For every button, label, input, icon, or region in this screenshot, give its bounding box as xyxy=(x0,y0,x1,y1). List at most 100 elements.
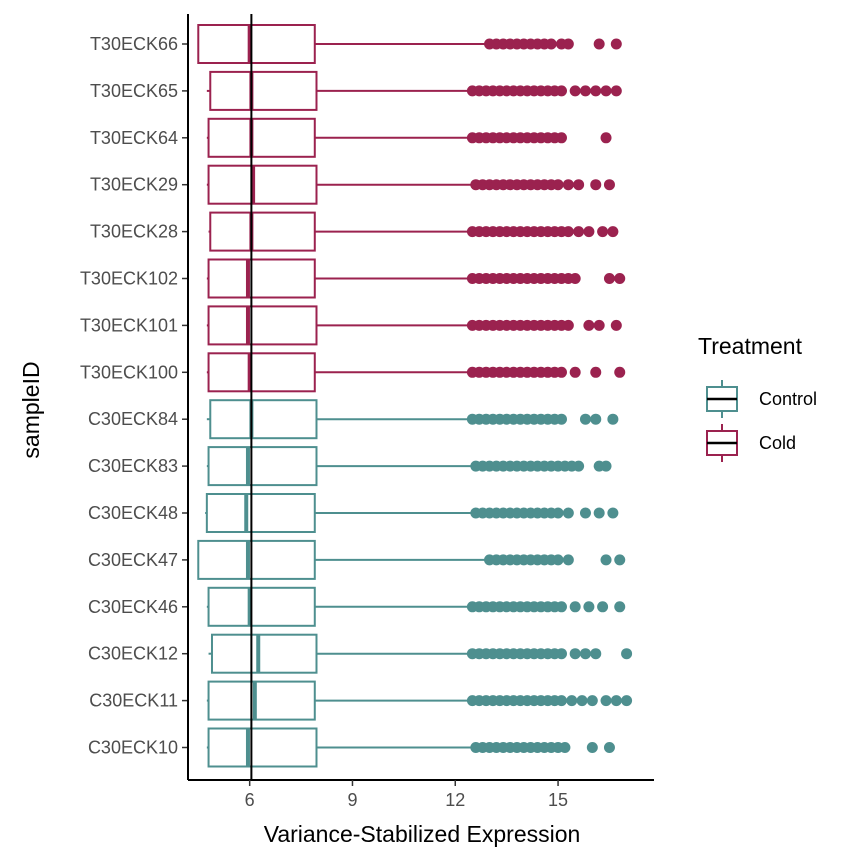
box-group xyxy=(206,727,615,768)
outlier-point xyxy=(590,413,602,425)
outlier-point xyxy=(569,366,581,378)
box-group xyxy=(206,399,619,440)
outlier-point xyxy=(593,319,605,331)
box xyxy=(207,680,316,721)
box-group xyxy=(206,70,622,111)
y-tick-label: C30ECK46 xyxy=(88,597,178,617)
outlier-point xyxy=(614,554,626,566)
legend-title: Treatment xyxy=(698,333,803,359)
y-tick-label: T30ECK66 xyxy=(90,34,178,54)
plot-area xyxy=(197,14,633,780)
y-tick-label: C30ECK84 xyxy=(88,409,178,429)
outlier-point xyxy=(573,179,585,191)
outlier-point xyxy=(600,85,612,97)
x-tick-label: 15 xyxy=(548,790,568,810)
y-tick-label: T30ECK100 xyxy=(80,362,178,382)
box-group xyxy=(206,586,626,627)
legend-label: Control xyxy=(759,389,817,409)
outlier-point xyxy=(579,648,591,660)
outlier-point xyxy=(614,366,626,378)
outlier-point xyxy=(597,601,609,613)
box-group xyxy=(206,680,633,721)
outlier-point xyxy=(614,601,626,613)
outlier-point xyxy=(566,695,578,707)
outlier-point xyxy=(579,413,591,425)
outlier-point xyxy=(562,38,574,50)
outlier-point xyxy=(583,601,595,613)
box xyxy=(207,352,316,393)
outlier-point xyxy=(555,132,567,144)
legend: Treatment Control Cold xyxy=(698,333,817,462)
y-tick-label: C30ECK47 xyxy=(88,550,178,570)
box xyxy=(210,633,318,674)
box xyxy=(207,727,318,768)
outlier-point xyxy=(600,554,612,566)
outlier-point xyxy=(562,226,574,238)
outlier-point xyxy=(603,179,615,191)
y-tick-label: T30ECK29 xyxy=(90,175,178,195)
outlier-point xyxy=(573,226,585,238)
y-tick-label: T30ECK64 xyxy=(90,128,178,148)
outlier-point xyxy=(555,695,567,707)
outlier-point xyxy=(603,742,615,753)
outlier-point xyxy=(621,648,633,660)
outlier-point xyxy=(583,226,595,238)
outlier-point xyxy=(555,648,567,660)
outlier-point xyxy=(569,273,581,284)
outlier-point xyxy=(562,507,574,519)
outlier-point xyxy=(555,366,567,378)
outlier-point xyxy=(600,132,612,144)
outlier-point xyxy=(610,319,622,331)
box xyxy=(209,211,316,252)
box-group xyxy=(206,164,615,205)
outlier-point xyxy=(607,413,619,425)
y-tick-label: C30ECK11 xyxy=(89,691,178,711)
box xyxy=(197,539,316,580)
outlier-point xyxy=(607,507,619,519)
outlier-point xyxy=(610,85,622,97)
outlier-point xyxy=(552,179,564,191)
outlier-point xyxy=(555,85,567,97)
outlier-point xyxy=(562,554,574,566)
outlier-point xyxy=(573,460,585,472)
x-axis-title: Variance-Stabilized Expression xyxy=(264,821,581,847)
box xyxy=(209,399,318,440)
box xyxy=(205,493,316,533)
box xyxy=(207,258,316,299)
box-group xyxy=(205,493,619,533)
box-group xyxy=(206,258,626,299)
box xyxy=(207,117,316,158)
outlier-point xyxy=(562,319,574,331)
outlier-point xyxy=(583,319,595,331)
box xyxy=(209,70,318,111)
outlier-point xyxy=(600,460,612,472)
box xyxy=(197,24,316,64)
y-tick-label: T30ECK102 xyxy=(80,269,178,289)
outlier-point xyxy=(610,38,622,50)
outlier-point xyxy=(603,273,615,284)
box xyxy=(207,586,316,627)
outlier-point xyxy=(552,507,564,519)
box-group xyxy=(208,633,633,674)
outlier-point xyxy=(590,85,602,97)
box-group xyxy=(206,446,612,487)
axes: T30ECK66 T30ECK65 T30ECK64 T30ECK29 T30ECK28… xyxy=(80,14,654,810)
y-tick-label: C30ECK48 xyxy=(88,503,178,523)
outlier-point xyxy=(621,695,633,707)
outlier-point xyxy=(555,601,567,613)
box-group xyxy=(197,24,622,64)
outlier-point xyxy=(559,742,571,753)
box-group xyxy=(206,352,626,393)
outlier-point xyxy=(586,742,598,753)
outlier-point xyxy=(586,695,598,707)
outlier-point xyxy=(555,413,567,425)
box-group xyxy=(208,211,619,252)
outlier-point xyxy=(569,85,581,97)
outlier-point xyxy=(569,648,581,660)
outlier-point xyxy=(600,695,612,707)
y-tick-label: C30ECK83 xyxy=(88,456,178,476)
x-tick-label: 12 xyxy=(445,790,465,810)
outlier-point xyxy=(590,648,602,660)
outlier-point xyxy=(579,507,591,519)
